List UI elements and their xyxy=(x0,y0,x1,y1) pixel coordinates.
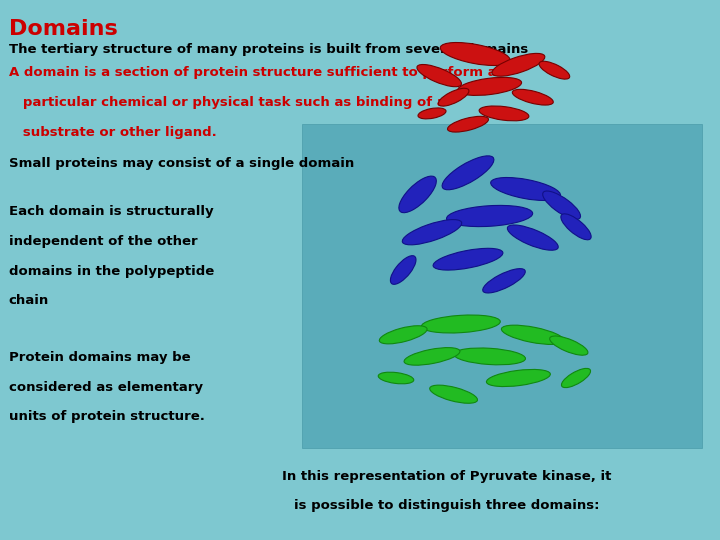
Text: Protein domains may be: Protein domains may be xyxy=(9,351,190,364)
Ellipse shape xyxy=(438,88,469,106)
Text: chain: chain xyxy=(9,294,49,307)
Ellipse shape xyxy=(399,176,436,213)
Ellipse shape xyxy=(430,385,477,403)
Ellipse shape xyxy=(549,336,588,355)
Ellipse shape xyxy=(421,315,500,333)
Text: particular chemical or physical task such as binding of a: particular chemical or physical task suc… xyxy=(9,96,446,109)
Ellipse shape xyxy=(561,214,591,240)
Ellipse shape xyxy=(479,106,529,121)
Text: substrate or other ligand.: substrate or other ligand. xyxy=(9,126,217,139)
Text: is possible to distinguish three domains:: is possible to distinguish three domains… xyxy=(294,500,599,512)
Ellipse shape xyxy=(501,325,564,345)
Ellipse shape xyxy=(513,89,553,105)
Text: considered as elementary: considered as elementary xyxy=(9,381,202,394)
Ellipse shape xyxy=(539,61,570,79)
Ellipse shape xyxy=(490,178,561,200)
Ellipse shape xyxy=(417,64,462,87)
Ellipse shape xyxy=(543,191,580,219)
Ellipse shape xyxy=(418,108,446,119)
Ellipse shape xyxy=(562,368,590,388)
Text: units of protein structure.: units of protein structure. xyxy=(9,410,204,423)
Ellipse shape xyxy=(487,369,550,387)
Text: The tertiary structure of many proteins is built from several domains: The tertiary structure of many proteins … xyxy=(9,43,528,56)
Ellipse shape xyxy=(446,205,533,227)
Text: independent of the other: independent of the other xyxy=(9,235,197,248)
Bar xyxy=(302,124,702,448)
Ellipse shape xyxy=(482,268,526,293)
Text: Each domain is structurally: Each domain is structurally xyxy=(9,205,213,218)
Ellipse shape xyxy=(448,116,488,132)
Text: A domain is a section of protein structure sufficient to perform a: A domain is a section of protein structu… xyxy=(9,66,496,79)
Text: Domains: Domains xyxy=(9,19,117,39)
Ellipse shape xyxy=(442,156,494,190)
Ellipse shape xyxy=(458,77,521,96)
Ellipse shape xyxy=(402,220,462,245)
Ellipse shape xyxy=(440,43,510,65)
Text: domains in the polypeptide: domains in the polypeptide xyxy=(9,265,214,278)
Ellipse shape xyxy=(378,372,414,384)
Ellipse shape xyxy=(492,53,545,76)
Text: Small proteins may consist of a single domain: Small proteins may consist of a single d… xyxy=(9,157,354,170)
Ellipse shape xyxy=(390,255,416,285)
Ellipse shape xyxy=(454,348,526,365)
Ellipse shape xyxy=(508,225,558,250)
Ellipse shape xyxy=(404,348,460,365)
Ellipse shape xyxy=(433,248,503,270)
Ellipse shape xyxy=(379,326,427,344)
Text: In this representation of Pyruvate kinase, it: In this representation of Pyruvate kinas… xyxy=(282,470,611,483)
